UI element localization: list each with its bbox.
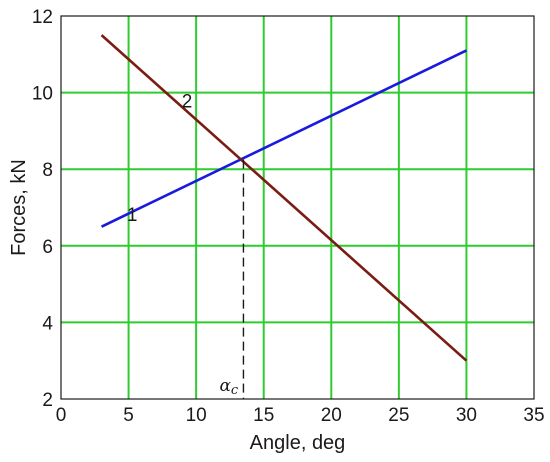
series-line-2 <box>100 34 468 362</box>
series-lines: 12 <box>100 34 468 362</box>
y-tick-label: 8 <box>42 160 53 181</box>
x-tick-label: 15 <box>253 405 274 426</box>
x-tick-label: 20 <box>321 405 342 426</box>
y-axis-label: Forces, kN <box>8 159 30 256</box>
y-tick-label: 10 <box>32 84 53 105</box>
y-tick-label: 2 <box>42 390 53 411</box>
x-tick-label: 10 <box>186 405 207 426</box>
annotations: αc <box>219 159 245 399</box>
x-axis-label: Angle, deg <box>250 432 346 454</box>
x-tick-label: 5 <box>123 405 134 426</box>
critical-angle-subscript: c <box>231 383 239 398</box>
y-tick-label: 6 <box>42 237 53 258</box>
critical-angle-symbol: α <box>219 376 231 396</box>
series-label: 1 <box>127 205 138 226</box>
grid <box>61 16 534 399</box>
y-tick-label: 4 <box>42 313 53 334</box>
series-line-1 <box>100 49 467 228</box>
x-tick-label: 35 <box>523 405 544 426</box>
series-label: 2 <box>182 91 193 112</box>
x-tick-label: 25 <box>388 405 409 426</box>
plot-frame <box>60 15 535 400</box>
x-tick-label: 30 <box>456 405 477 426</box>
x-tick-label: 0 <box>56 405 67 426</box>
critical-angle-label: αc <box>219 376 238 398</box>
y-tick-label: 12 <box>32 7 53 28</box>
